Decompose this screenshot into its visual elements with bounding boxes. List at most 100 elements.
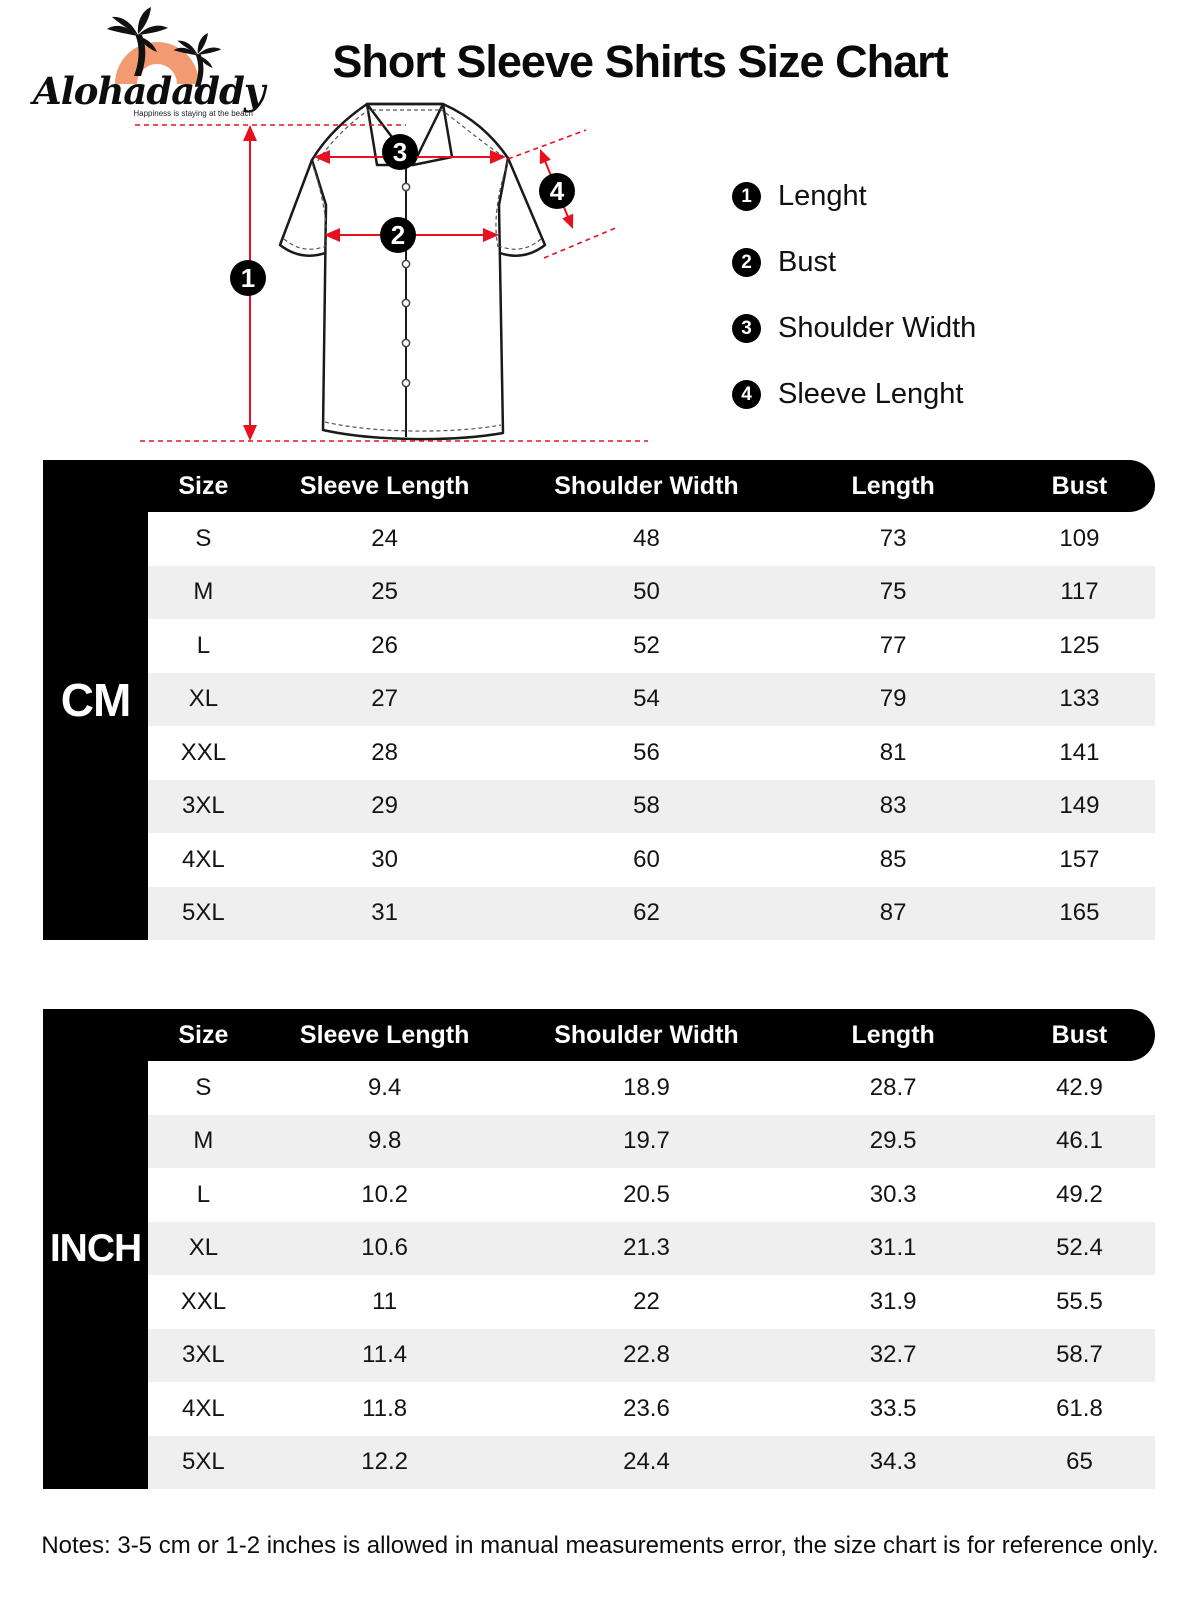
size-row-4XL: 4XL 11.8 23.6 33.5 61.8 bbox=[148, 1382, 1155, 1436]
size-row-XL: XL 27 54 79 133 bbox=[148, 672, 1155, 726]
legend-badge-4: 4 bbox=[732, 380, 761, 409]
column-header: Size bbox=[178, 1020, 229, 1049]
legend-item-length: 1 Lenght bbox=[732, 180, 976, 213]
page-title: Short Sleeve Shirts Size Chart bbox=[332, 36, 948, 87]
size-row-3XL: 3XL 29 58 83 149 bbox=[148, 779, 1155, 833]
measurement-value: 18.9 bbox=[623, 1073, 670, 1101]
measurement-value: 31.9 bbox=[869, 1287, 917, 1315]
measurement-value: 30.3 bbox=[869, 1180, 917, 1208]
column-header: Shoulder Width bbox=[554, 1020, 739, 1049]
size-row-3XL: 3XL 11.4 22.8 32.7 58.7 bbox=[148, 1328, 1155, 1382]
size-label: XXL bbox=[180, 738, 227, 766]
column-header: Length bbox=[851, 1020, 935, 1049]
size-row-M: M 25 50 75 117 bbox=[148, 565, 1155, 619]
measurement-value: 165 bbox=[1059, 899, 1100, 927]
legend-label: Sleeve Lenght bbox=[778, 378, 964, 410]
legend-badge-3: 3 bbox=[732, 314, 761, 343]
size-label: M bbox=[193, 578, 214, 606]
size-label: M bbox=[193, 1127, 214, 1155]
measurement-value: 23.6 bbox=[623, 1394, 670, 1422]
svg-text:4: 4 bbox=[550, 176, 565, 206]
measurement-value: 11.4 bbox=[362, 1341, 408, 1369]
svg-text:3: 3 bbox=[393, 137, 407, 167]
measurement-value: 33.5 bbox=[869, 1394, 917, 1422]
measurement-value: 11.8 bbox=[362, 1394, 408, 1422]
column-header: Length bbox=[851, 471, 935, 500]
shirt-stitching bbox=[283, 108, 542, 432]
column-header: Bust bbox=[1051, 471, 1108, 500]
svg-text:1: 1 bbox=[241, 263, 255, 293]
size-label: L bbox=[196, 1180, 211, 1208]
measurement-note: Notes: 3-5 cm or 1-2 inches is allowed i… bbox=[41, 1532, 1159, 1559]
shirt-outline bbox=[278, 102, 547, 441]
measurement-value: 117 bbox=[1060, 578, 1099, 606]
brand-tagline: Happiness is staying at the beach bbox=[133, 109, 253, 118]
measure-badge-1: 1 bbox=[230, 260, 266, 296]
measurement-value: 31 bbox=[371, 899, 398, 927]
size-row-S: S 24 48 73 109 bbox=[148, 512, 1155, 566]
cm-unit-band: CM bbox=[43, 460, 148, 940]
measurement-legend: 1 Lenght 2 Bust 3 Shoulder Width 4 Sleev… bbox=[732, 180, 976, 411]
measurement-value: 28 bbox=[371, 738, 398, 766]
measurement-value: 42.9 bbox=[1056, 1073, 1103, 1101]
measurement-value: 75 bbox=[879, 578, 907, 606]
measurement-value: 109 bbox=[1059, 524, 1100, 552]
inch-table-header: Size Sleeve Length Shoulder Width Length Bus… bbox=[43, 1009, 1155, 1061]
size-label: XXL bbox=[180, 1287, 227, 1315]
measurement-value: 24 bbox=[371, 524, 398, 552]
legend-label: Lenght bbox=[778, 180, 867, 212]
measurement-value: 22 bbox=[633, 1287, 660, 1315]
palm-tree-icon bbox=[173, 32, 222, 87]
measurement-value: 29.5 bbox=[869, 1127, 917, 1155]
legend-item-sleeve-length: 4 Sleeve Lenght bbox=[732, 378, 976, 411]
legend-item-shoulder-width: 3 Shoulder Width bbox=[732, 312, 976, 345]
measurement-value: 77 bbox=[879, 631, 907, 659]
size-row-L: L 26 52 77 125 bbox=[148, 619, 1155, 673]
measurement-value: 56 bbox=[633, 738, 660, 766]
measurement-value: 62 bbox=[633, 899, 660, 927]
size-label: 5XL bbox=[182, 1448, 225, 1476]
measurement-value: 26 bbox=[371, 631, 398, 659]
shirt-measurement-diagram: 1 2 3 4 bbox=[135, 102, 648, 442]
size-label: XL bbox=[188, 1234, 219, 1262]
size-row-XXL: XXL 11 22 31.9 55.5 bbox=[148, 1275, 1155, 1329]
brand-logo: Alohadaddy Happiness is staying at the b… bbox=[30, 7, 269, 118]
column-header: Shoulder Width bbox=[554, 471, 739, 500]
legend-badge-2: 2 bbox=[732, 248, 761, 277]
size-row-M: M 9.8 19.7 29.5 46.1 bbox=[148, 1114, 1155, 1168]
measurement-value: 83 bbox=[879, 792, 907, 820]
inch-table-body: S 9.4 18.9 28.7 42.9 M 9.8 19.7 29.5 46.1 L 10.2 20.… bbox=[148, 1061, 1155, 1489]
measurement-value: 79 bbox=[879, 685, 907, 713]
measurement-value: 85 bbox=[879, 845, 907, 873]
shirt-body bbox=[310, 102, 510, 441]
size-label: S bbox=[195, 524, 212, 552]
measurement-value: 49.2 bbox=[1056, 1180, 1103, 1208]
measure-badge-3: 3 bbox=[382, 134, 418, 170]
unit-label-cm: CM bbox=[60, 674, 132, 726]
measure-badge-4: 4 bbox=[539, 173, 575, 209]
measurement-value: 50 bbox=[633, 578, 660, 606]
measurement-value: 27 bbox=[371, 685, 398, 713]
measurement-value: 60 bbox=[633, 845, 660, 873]
measurement-value: 58.7 bbox=[1056, 1341, 1103, 1369]
cm-table-body: S 24 48 73 109 M 25 50 75 117 L 26 52 77 125 XL 27 54 79 13… bbox=[148, 512, 1155, 940]
measurement-value: 61.8 bbox=[1056, 1394, 1103, 1422]
measurement-value: 141 bbox=[1059, 738, 1100, 766]
size-label: 4XL bbox=[182, 1394, 225, 1422]
size-label: S bbox=[195, 1073, 212, 1101]
column-header: Sleeve Length bbox=[299, 1020, 470, 1049]
size-row-L: L 10.2 20.5 30.3 49.2 bbox=[148, 1168, 1155, 1222]
measurement-value: 34.3 bbox=[869, 1448, 917, 1476]
size-table-inch: Size Sleeve Length Shoulder Width Length Bus… bbox=[43, 1009, 1155, 1489]
size-label: 5XL bbox=[182, 899, 225, 927]
measure-badge-2: 2 bbox=[380, 217, 416, 253]
size-row-4XL: 4XL 30 60 85 157 bbox=[148, 833, 1155, 887]
measurement-value: 9.4 bbox=[367, 1073, 402, 1101]
measurement-value: 157 bbox=[1059, 845, 1100, 873]
measurement-value: 73 bbox=[879, 524, 907, 552]
measurement-value: 65 bbox=[1066, 1448, 1093, 1476]
measurement-value: 55.5 bbox=[1056, 1287, 1103, 1315]
column-header: Bust bbox=[1051, 1020, 1108, 1049]
measurement-value: 32.7 bbox=[869, 1341, 917, 1369]
inch-unit-band: INCH bbox=[43, 1009, 148, 1489]
